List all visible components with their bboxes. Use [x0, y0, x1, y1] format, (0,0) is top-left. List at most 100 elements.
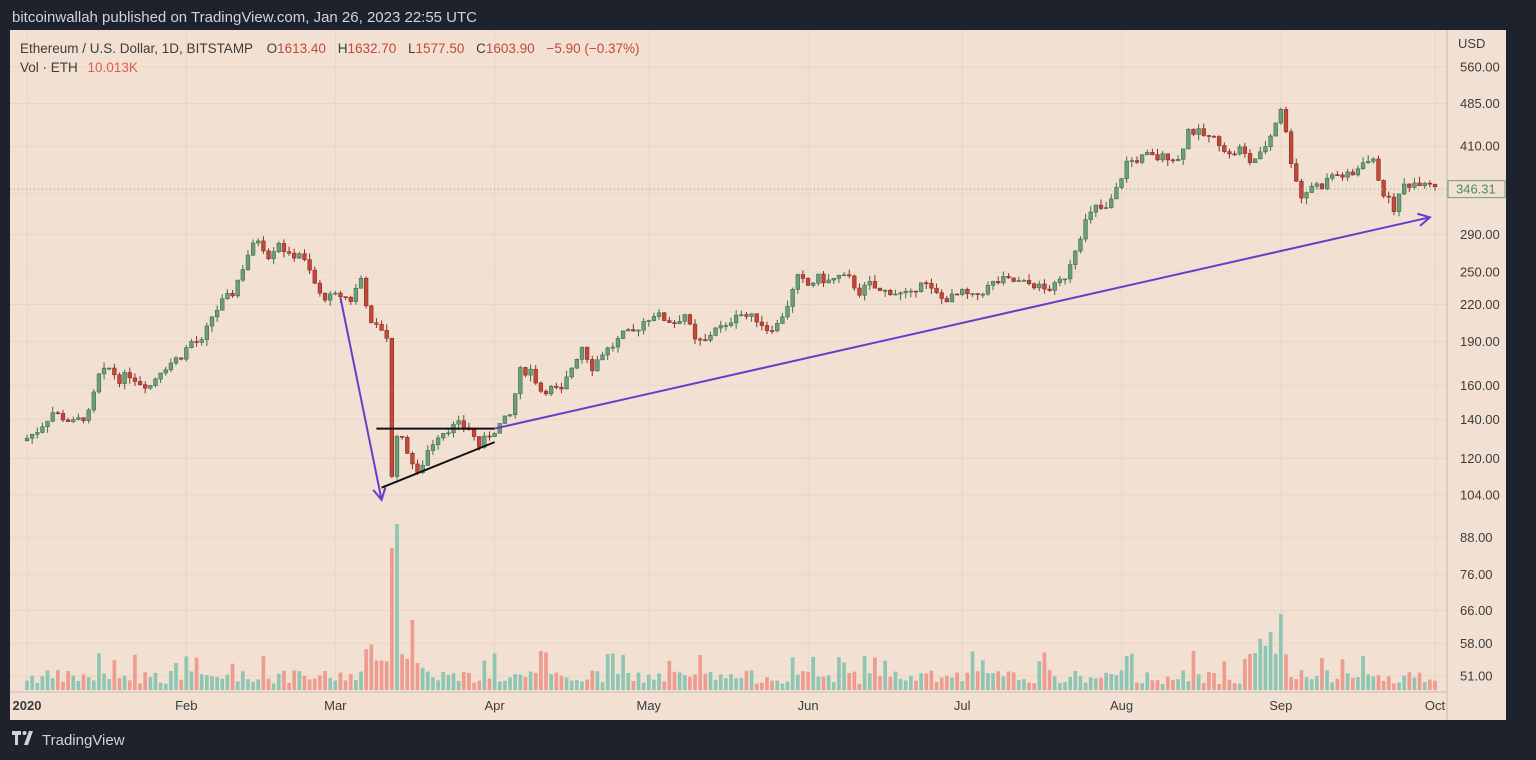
candle	[1098, 199, 1104, 211]
last-price-value: 346.31	[1456, 182, 1496, 197]
volume-bar	[811, 656, 816, 690]
candle	[667, 316, 672, 323]
volume-bar	[420, 667, 425, 690]
volume-bar	[61, 681, 65, 690]
volume-bar	[1320, 658, 1324, 690]
price-tick-label: 160.00	[1460, 378, 1500, 393]
volume-bar	[148, 677, 153, 690]
volume-bar	[893, 671, 898, 690]
candle	[292, 248, 297, 262]
candle	[1422, 181, 1427, 189]
volume-bar	[1191, 650, 1196, 690]
volume-bar	[431, 677, 435, 690]
volume-bar	[677, 672, 682, 690]
candle	[117, 372, 122, 388]
last-price-tag: 346.31	[1447, 180, 1506, 199]
candle	[1129, 157, 1134, 168]
volume-bar	[909, 675, 913, 690]
candle	[45, 420, 50, 433]
volume-bar	[230, 663, 235, 690]
candle	[1155, 148, 1160, 162]
candle	[1042, 279, 1047, 294]
tradingview-footer[interactable]: TradingView	[12, 731, 125, 749]
chart-frame[interactable]: 560.00 485.00 410.00 290.00 250.00 220.00 190.…	[10, 30, 1506, 720]
legend-line-2: Vol · ETH 10.013K	[20, 60, 138, 75]
volume-bar	[662, 681, 667, 690]
volume-bar	[1258, 638, 1263, 690]
price-tick-label: 88.00	[1460, 530, 1493, 545]
volume-bar	[240, 671, 245, 690]
volume-bar	[554, 672, 559, 690]
volume-bar	[410, 620, 415, 690]
volume-bar	[1114, 675, 1119, 690]
candle	[1134, 156, 1140, 165]
volume-bar	[107, 678, 112, 690]
candlestick-chart[interactable]: 560.00 485.00 410.00 290.00 250.00 220.00 190.…	[10, 30, 1506, 720]
candle	[1427, 180, 1433, 188]
legend-low: 1577.50	[416, 41, 465, 56]
grid	[10, 30, 1447, 692]
candle	[1350, 168, 1355, 176]
price-tick-label: 560.00	[1460, 60, 1500, 75]
volume-bar	[616, 673, 620, 690]
volume-bar	[775, 680, 780, 690]
candle	[764, 321, 770, 335]
candle	[214, 305, 220, 322]
volume-bar	[174, 662, 178, 690]
volume-bar	[400, 654, 404, 690]
candle	[615, 335, 621, 353]
candle	[1062, 278, 1068, 285]
candle	[523, 366, 528, 378]
volume-bar	[996, 671, 1001, 690]
candle	[960, 288, 965, 297]
volume-bar	[842, 662, 846, 690]
candle	[1258, 146, 1263, 160]
volume-bar	[282, 670, 286, 690]
volume-bar	[821, 676, 826, 690]
candle	[610, 342, 615, 352]
publisher-header: bitcoinwallah published on TradingView.c…	[12, 9, 478, 26]
legend-open-label: O	[267, 41, 278, 56]
volume-bar	[626, 672, 631, 690]
volume-bar	[703, 673, 708, 690]
candle	[71, 416, 76, 424]
candle	[877, 287, 883, 291]
volume-bar	[744, 670, 749, 690]
volume-bar	[883, 660, 888, 690]
volume-bar	[1181, 670, 1186, 690]
candle	[322, 292, 328, 303]
volume-bar	[1207, 672, 1211, 690]
candle	[163, 366, 168, 376]
candle	[240, 264, 245, 283]
volume-bar	[888, 676, 893, 690]
volume-bar	[354, 679, 358, 690]
candle	[718, 320, 723, 333]
candle	[1407, 183, 1412, 192]
candle	[728, 317, 734, 328]
volume-bar	[646, 674, 651, 690]
candle	[107, 367, 112, 371]
volume-bar	[256, 679, 261, 690]
volume-bar	[225, 674, 230, 690]
volume-bar	[595, 671, 600, 690]
candle	[759, 316, 764, 331]
candle	[574, 358, 579, 370]
candle	[1319, 182, 1325, 190]
candle	[55, 410, 60, 415]
volume-bar	[847, 672, 852, 690]
candle	[1324, 173, 1330, 191]
candle	[307, 253, 312, 275]
legend-low-label: L	[408, 41, 416, 56]
candle	[831, 278, 836, 284]
volume-bar	[924, 673, 929, 690]
candle	[502, 415, 508, 424]
volume-bar	[102, 673, 106, 690]
volume-bar	[826, 675, 831, 690]
volume-bar	[1412, 677, 1417, 690]
volume-bar	[292, 670, 297, 690]
volume-bar	[138, 683, 142, 690]
volume-bar	[934, 681, 939, 690]
candle	[1068, 259, 1073, 284]
volume-bar	[636, 672, 641, 690]
volume-bar	[1330, 682, 1335, 690]
